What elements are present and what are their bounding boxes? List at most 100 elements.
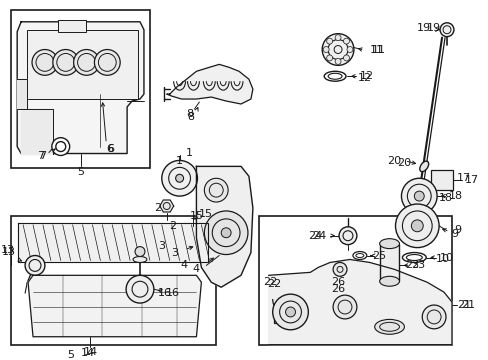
Text: 10: 10	[439, 252, 453, 262]
Circle shape	[285, 307, 295, 317]
Bar	[258, 216, 451, 345]
Circle shape	[421, 305, 445, 329]
Ellipse shape	[379, 239, 399, 249]
Text: 26: 26	[330, 277, 345, 287]
Polygon shape	[28, 275, 201, 337]
Bar	[27, 30, 138, 99]
Text: 3: 3	[171, 248, 178, 257]
Text: 7: 7	[40, 152, 46, 162]
Text: 2: 2	[168, 221, 176, 231]
Circle shape	[94, 50, 120, 75]
Circle shape	[343, 55, 349, 61]
Polygon shape	[166, 64, 252, 104]
Text: 9: 9	[453, 225, 460, 235]
Circle shape	[401, 178, 436, 214]
Text: 11: 11	[369, 45, 383, 54]
Text: 20: 20	[397, 158, 411, 168]
Circle shape	[332, 262, 346, 276]
Polygon shape	[268, 260, 451, 345]
Text: 25: 25	[377, 251, 391, 261]
Text: 8: 8	[187, 112, 194, 122]
Polygon shape	[17, 22, 143, 153]
Bar	[379, 244, 399, 281]
Text: 13: 13	[1, 244, 15, 255]
Text: 17: 17	[464, 175, 478, 185]
Text: 15: 15	[198, 209, 212, 219]
Bar	[11, 10, 150, 168]
Circle shape	[439, 23, 453, 37]
Text: 4: 4	[180, 260, 187, 270]
Text: 26: 26	[330, 284, 345, 294]
Text: 8: 8	[185, 109, 193, 119]
Circle shape	[413, 191, 424, 201]
Circle shape	[204, 211, 247, 255]
Circle shape	[32, 50, 58, 75]
Circle shape	[410, 220, 423, 232]
Ellipse shape	[324, 71, 346, 81]
Polygon shape	[160, 200, 173, 212]
Circle shape	[221, 228, 231, 238]
Text: 12: 12	[359, 71, 373, 81]
Text: 23: 23	[410, 260, 425, 270]
Circle shape	[175, 174, 183, 182]
Text: 20: 20	[386, 157, 401, 166]
Circle shape	[322, 34, 353, 66]
Text: 6: 6	[107, 144, 114, 154]
Text: 18: 18	[438, 193, 452, 203]
Polygon shape	[196, 166, 252, 287]
Text: 9: 9	[450, 229, 457, 239]
Circle shape	[126, 275, 154, 303]
Text: 21: 21	[456, 300, 470, 310]
Ellipse shape	[379, 276, 399, 286]
Circle shape	[343, 38, 349, 44]
Circle shape	[334, 35, 340, 41]
Polygon shape	[21, 109, 53, 153]
Text: 5: 5	[77, 167, 84, 177]
Text: 1: 1	[185, 148, 192, 158]
Circle shape	[53, 50, 79, 75]
Text: 10: 10	[435, 255, 449, 265]
Text: 22: 22	[267, 279, 281, 289]
Circle shape	[74, 50, 99, 75]
Text: 3: 3	[158, 240, 165, 251]
Circle shape	[204, 178, 228, 202]
Circle shape	[334, 58, 340, 64]
Circle shape	[52, 138, 69, 156]
Circle shape	[323, 46, 328, 53]
Text: 21: 21	[460, 300, 474, 310]
Ellipse shape	[352, 252, 366, 260]
Circle shape	[326, 38, 332, 44]
Text: 13: 13	[2, 247, 16, 257]
Text: 16: 16	[165, 288, 180, 298]
Text: 1: 1	[176, 157, 183, 166]
Text: 15: 15	[189, 211, 203, 221]
Text: 19: 19	[416, 23, 430, 33]
Ellipse shape	[402, 253, 426, 262]
Bar	[273, 307, 285, 323]
Text: 14: 14	[83, 347, 97, 357]
Text: 14: 14	[80, 347, 94, 357]
Text: 24: 24	[307, 231, 322, 241]
Text: 18: 18	[448, 191, 462, 201]
Text: 19: 19	[427, 23, 441, 33]
Bar	[11, 216, 216, 345]
Polygon shape	[17, 79, 27, 109]
Circle shape	[332, 295, 356, 319]
Ellipse shape	[374, 319, 404, 334]
Polygon shape	[18, 223, 208, 262]
Text: 5: 5	[67, 350, 74, 360]
Text: 22: 22	[263, 277, 277, 287]
Text: 17: 17	[456, 173, 470, 183]
Text: 7: 7	[37, 152, 44, 162]
Circle shape	[25, 256, 45, 275]
Ellipse shape	[419, 161, 428, 172]
Circle shape	[395, 204, 438, 248]
Circle shape	[346, 46, 352, 53]
Circle shape	[338, 227, 356, 245]
Text: 2: 2	[154, 203, 161, 213]
Circle shape	[326, 55, 332, 61]
Circle shape	[135, 247, 144, 257]
Text: 6: 6	[106, 144, 113, 154]
Bar	[430, 170, 452, 190]
Circle shape	[272, 294, 308, 330]
